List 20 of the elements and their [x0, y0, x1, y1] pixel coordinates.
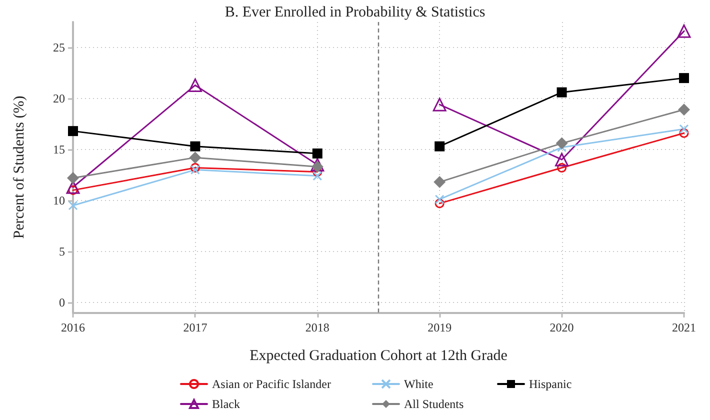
chart-title: B. Ever Enrolled in Probability & Statistics	[224, 4, 486, 20]
y-tick-label: 15	[53, 142, 65, 156]
legend-label: Black	[212, 397, 240, 411]
x-tick-label: 2019	[428, 320, 452, 334]
y-tick-label: 25	[53, 40, 65, 54]
legend-label: Hispanic	[529, 377, 572, 391]
legend-label: White	[404, 377, 434, 391]
y-tick-label: 5	[59, 244, 65, 258]
legend-label: Asian or Pacific Islander	[212, 377, 331, 391]
x-tick-label: 2016	[61, 320, 85, 334]
y-tick-label: 0	[59, 295, 65, 310]
x-tick-label: 2018	[305, 320, 330, 334]
x-tick-label: 2020	[550, 320, 574, 334]
x-axis-title: Expected Graduation Cohort at 12th Grade	[250, 348, 508, 364]
y-tick-label: 20	[53, 91, 65, 106]
x-tick-label: 2017	[183, 320, 208, 334]
x-tick-label: 2021	[672, 320, 696, 334]
y-axis-title: Percent of Students (%)	[12, 96, 28, 239]
legend-label: All Students	[404, 397, 464, 411]
y-tick-label: 10	[53, 193, 65, 208]
